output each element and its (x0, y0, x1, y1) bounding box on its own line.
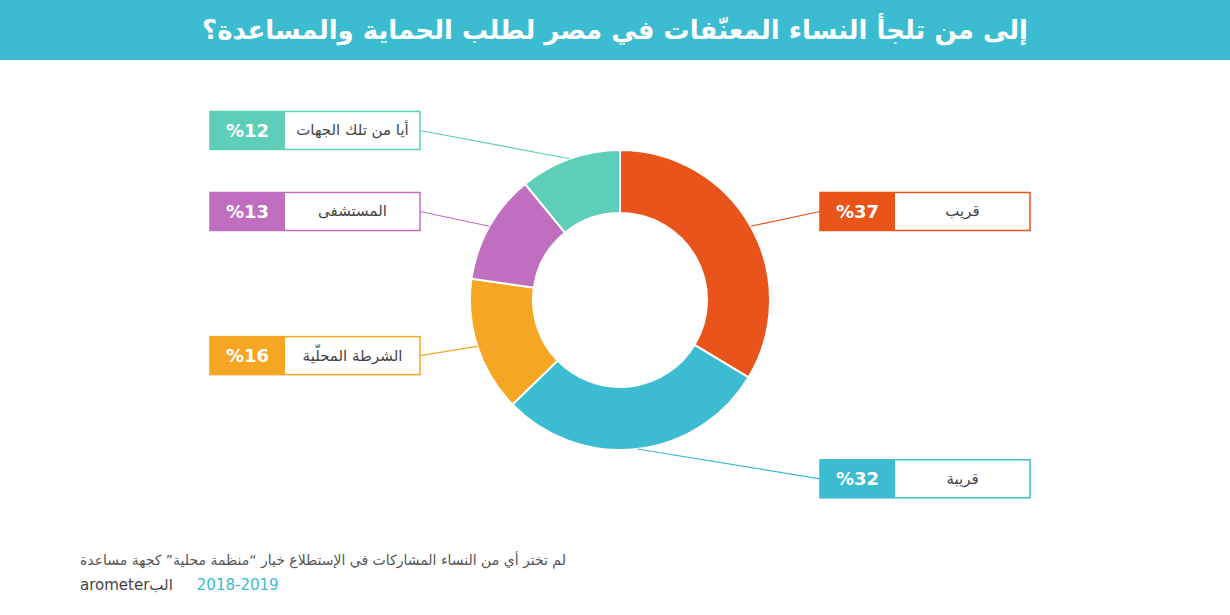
html-text:إلى من تلجأ النساء المعنّفات ف: إلى من تلجأ النساء المعنّفات في مصر لطلب… (202, 15, 1028, 45)
svg-text:قريب: قريب (945, 202, 979, 220)
html-text:2018-2019: 2018-2019 (196, 575, 279, 594)
svg-text:%32: %32 (836, 468, 879, 489)
svg-text:أيا من تلك الجهات: أيا من تلك الجهات (296, 120, 408, 139)
svg-text:الشرطة المحلّية: الشرطة المحلّية (303, 344, 403, 364)
html-text:البarometer: البarometer (80, 575, 173, 594)
svg-text:%12: %12 (226, 120, 269, 141)
svg-text:%13: %13 (226, 201, 269, 222)
svg-text:%16: %16 (226, 345, 269, 366)
svg-text:%37: %37 (836, 201, 879, 222)
svg-text:المستشفى: المستشفى (318, 202, 387, 220)
html-text:لم تختر أي من النساء المشاركات: لم تختر أي من النساء المشاركات في الإستط… (80, 551, 566, 568)
svg-text:قريبة: قريبة (946, 470, 978, 488)
